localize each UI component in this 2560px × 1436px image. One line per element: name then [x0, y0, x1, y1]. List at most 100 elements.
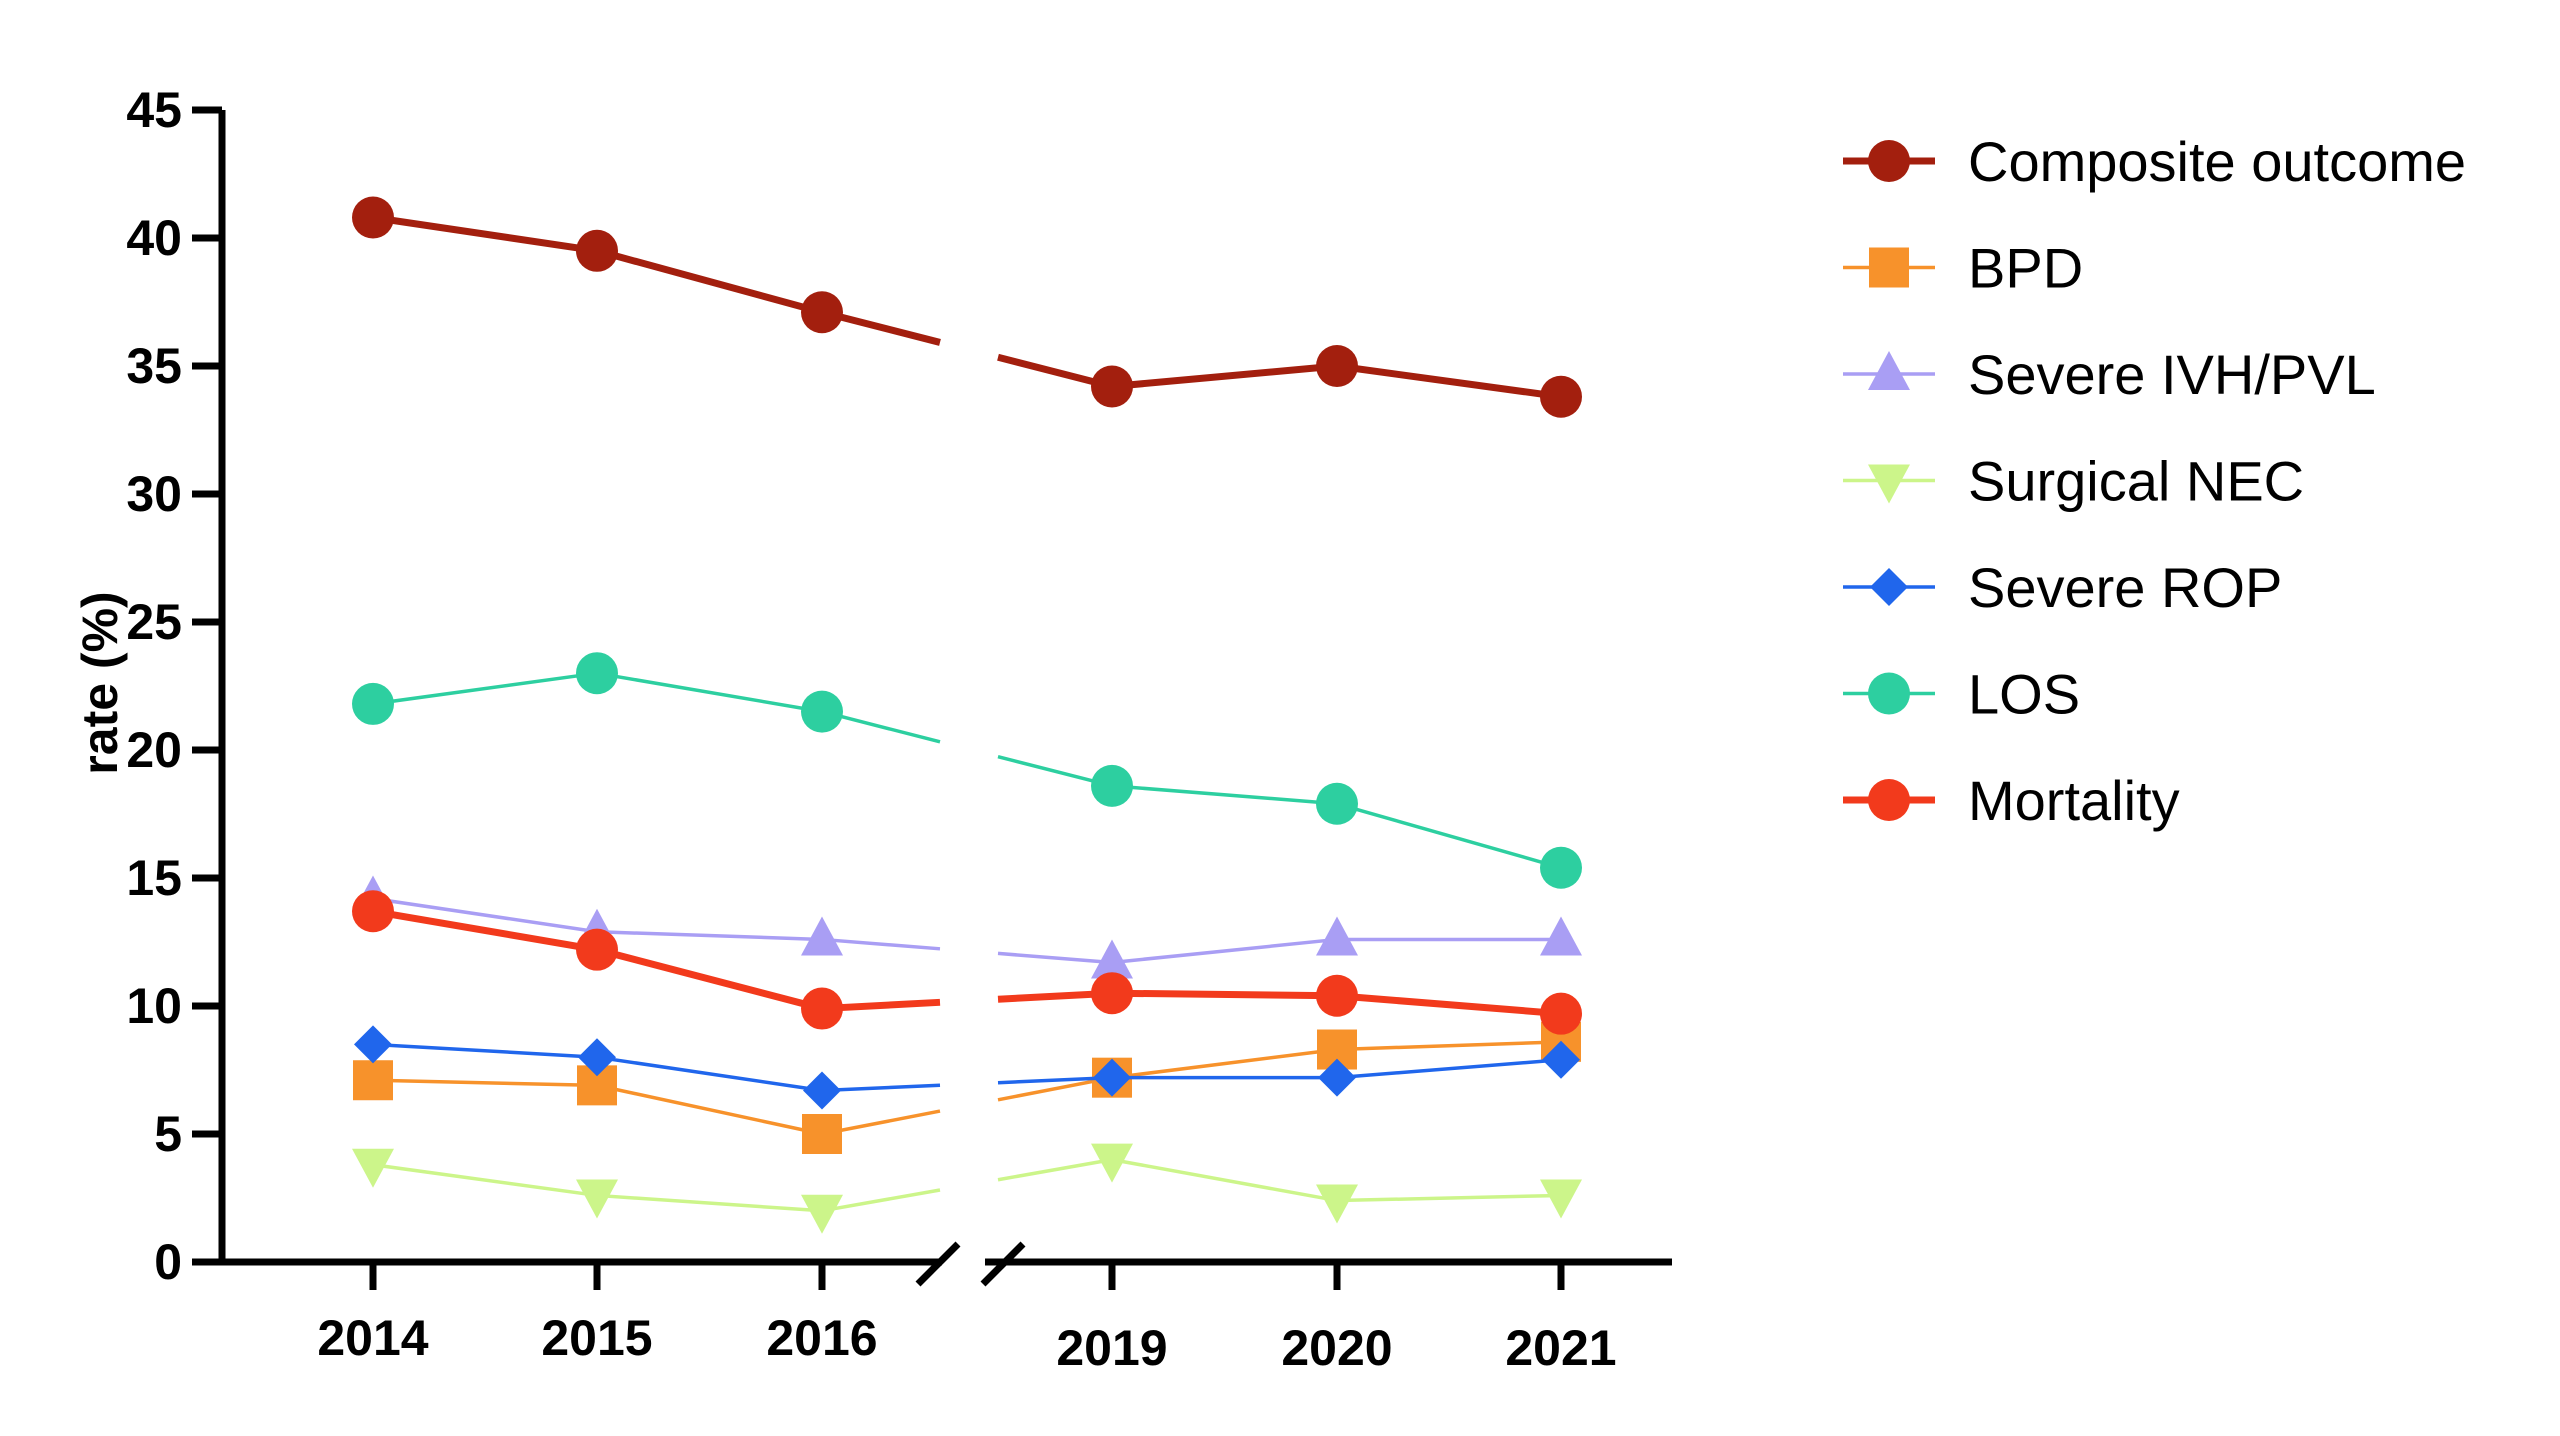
legend-label: Severe ROP	[1968, 556, 2282, 619]
legend-label: BPD	[1968, 237, 2083, 300]
data-point	[576, 229, 618, 272]
series-line-segment	[1336, 992, 1562, 1018]
series-bpd	[353, 1021, 1581, 1154]
data-point	[1091, 972, 1133, 1015]
y-tick-label: 35	[126, 338, 182, 394]
legend-label: Surgical NEC	[1968, 450, 2304, 513]
legend-label: Severe IVH/PVL	[1968, 343, 2376, 406]
series-composite-outcome	[352, 196, 1582, 418]
data-point	[1540, 846, 1582, 889]
y-tick-label: 15	[126, 850, 182, 906]
data-point	[1316, 974, 1358, 1017]
data-point	[352, 682, 394, 725]
data-point	[352, 1148, 394, 1188]
legend-marker	[1870, 568, 1908, 606]
series-line-segment	[596, 1055, 823, 1093]
series-line-segment	[1336, 1040, 1562, 1052]
data-point	[1316, 916, 1358, 956]
data-point	[576, 652, 618, 695]
data-point	[802, 1114, 842, 1154]
legend-marker	[1868, 672, 1910, 715]
x-tick-label: 2014	[317, 1310, 428, 1366]
data-point	[1316, 345, 1358, 387]
series-line-segment	[596, 1083, 823, 1136]
x-tick-label: 2016	[766, 1310, 877, 1366]
data-point	[801, 916, 843, 956]
data-point	[801, 987, 843, 1030]
series-line-segment	[372, 1078, 598, 1088]
series-surgical-nec	[352, 1143, 1582, 1234]
data-point	[803, 1071, 841, 1110]
series-line-segment	[1111, 989, 1338, 1000]
x-tick-label: 2019	[1056, 1320, 1167, 1376]
legend-marker	[1868, 351, 1910, 390]
data-point	[1091, 764, 1133, 807]
y-tick-label: 0	[154, 1234, 182, 1290]
data-point	[1091, 1143, 1133, 1183]
x-tick-label: 2020	[1281, 1320, 1392, 1376]
series-line-segment	[372, 214, 598, 255]
series-line-segment	[372, 907, 598, 954]
y-tick-label: 25	[126, 594, 182, 650]
legend-marker	[1868, 140, 1910, 182]
series-line-segment	[596, 671, 823, 714]
legend-item: Mortality	[1843, 769, 2180, 832]
y-tick-label: 5	[154, 1106, 182, 1162]
plot-area	[352, 196, 1582, 1234]
data-point	[353, 1060, 393, 1101]
data-point	[1542, 1040, 1580, 1079]
data-point	[354, 1025, 392, 1064]
x-tick-label: 2021	[1505, 1320, 1616, 1376]
series-line-segment	[1111, 937, 1338, 965]
series-line-segment	[1336, 362, 1562, 401]
series-line-segment	[596, 946, 823, 1012]
data-point	[1316, 1184, 1358, 1224]
data-point	[352, 196, 394, 239]
series-line-segment	[997, 1075, 1113, 1085]
series-line-segment	[1111, 1047, 1338, 1080]
series-line-segment	[372, 1162, 598, 1198]
series-line-segment	[596, 247, 823, 316]
y-axis-title: rate (%)	[72, 591, 128, 774]
data-point	[1093, 1058, 1131, 1097]
data-point	[801, 690, 843, 733]
data-point	[1091, 939, 1133, 979]
data-point	[578, 1038, 616, 1077]
legend-marker	[1868, 464, 1910, 504]
legend-item: LOS	[1843, 663, 2080, 726]
series-line-segment	[1111, 1157, 1338, 1203]
data-point	[576, 1179, 618, 1219]
legend-marker	[1868, 779, 1910, 821]
axis-break-mark	[980, 1241, 1026, 1287]
series-line-segment	[821, 937, 941, 951]
series-line-segment	[997, 951, 1113, 965]
series-line-segment	[997, 1157, 1113, 1182]
series-line-segment	[821, 1188, 941, 1213]
series-line-segment	[1111, 784, 1338, 806]
data-point	[1318, 1058, 1356, 1097]
data-point	[1540, 1179, 1582, 1219]
data-point	[801, 1194, 843, 1234]
series-line-segment	[1336, 1193, 1562, 1203]
y-tick-label: 20	[126, 722, 182, 778]
data-point	[576, 928, 618, 971]
series-line-segment	[372, 896, 598, 934]
legend-item: BPD	[1843, 237, 2083, 300]
legend-item: Composite outcome	[1843, 130, 2466, 193]
data-point	[352, 890, 394, 933]
data-point	[1540, 916, 1582, 956]
series-line-segment	[596, 1193, 823, 1213]
legend-label: LOS	[1968, 663, 2080, 726]
legend-item: Surgical NEC	[1843, 450, 2304, 513]
y-tick-label: 40	[126, 210, 182, 266]
series-line-segment	[1336, 802, 1562, 870]
y-tick-label: 45	[126, 82, 182, 138]
series-line-segment	[372, 1042, 598, 1059]
data-point	[1091, 365, 1133, 408]
legend-label: Composite outcome	[1968, 130, 2466, 193]
data-point	[1316, 782, 1358, 825]
y-tick-label: 30	[126, 466, 182, 522]
legend: Composite outcome BPD Severe IVH/PVL Surgic…	[1843, 130, 2466, 832]
legend-item: Severe IVH/PVL	[1843, 343, 2376, 406]
